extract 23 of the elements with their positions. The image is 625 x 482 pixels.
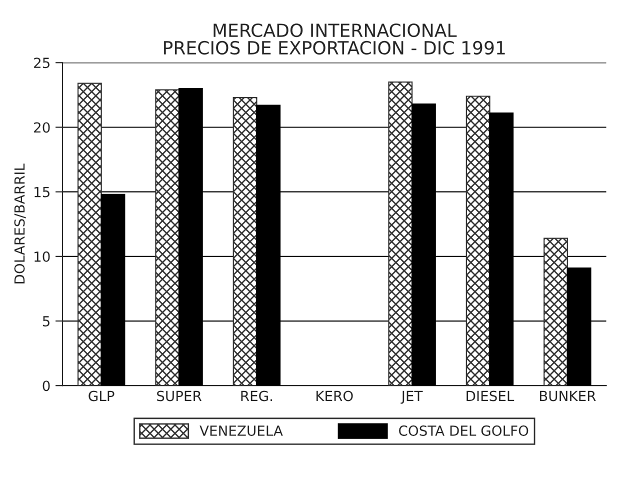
y-tick-label: 20 [34,122,50,133]
legend-label: VENEZUELA [200,426,283,436]
y-tick-label: 5 [42,316,50,326]
bar [77,82,102,386]
bar [155,89,180,386]
x-tick-label: KERO [316,390,353,402]
bar [466,96,490,386]
bar [232,96,258,386]
x-tick-label: BUNKER [540,390,596,402]
x-tick-label: JET [400,390,423,404]
legend-label: COSTA DEL GOLFO [399,425,528,436]
x-tick-label: GLP [88,390,114,402]
x-tick-label: DIESEL [466,390,514,402]
y-tick-label: 25 [34,58,50,68]
y-tick-label: 10 [34,251,50,262]
chart-title: MERCADO INTERNACIONAL PRECIOS DE EXPORTACION - DIC 1991 [164,23,505,55]
y-tick-label: 0 [42,380,50,392]
x-tick-label: REG. [241,390,272,402]
bar [544,238,568,386]
y-axis-title: DOLARES/BARRIL [14,164,26,284]
bar [388,81,413,386]
y-tick-label: 15 [34,186,50,198]
x-tick-label: SUPER [157,390,202,402]
